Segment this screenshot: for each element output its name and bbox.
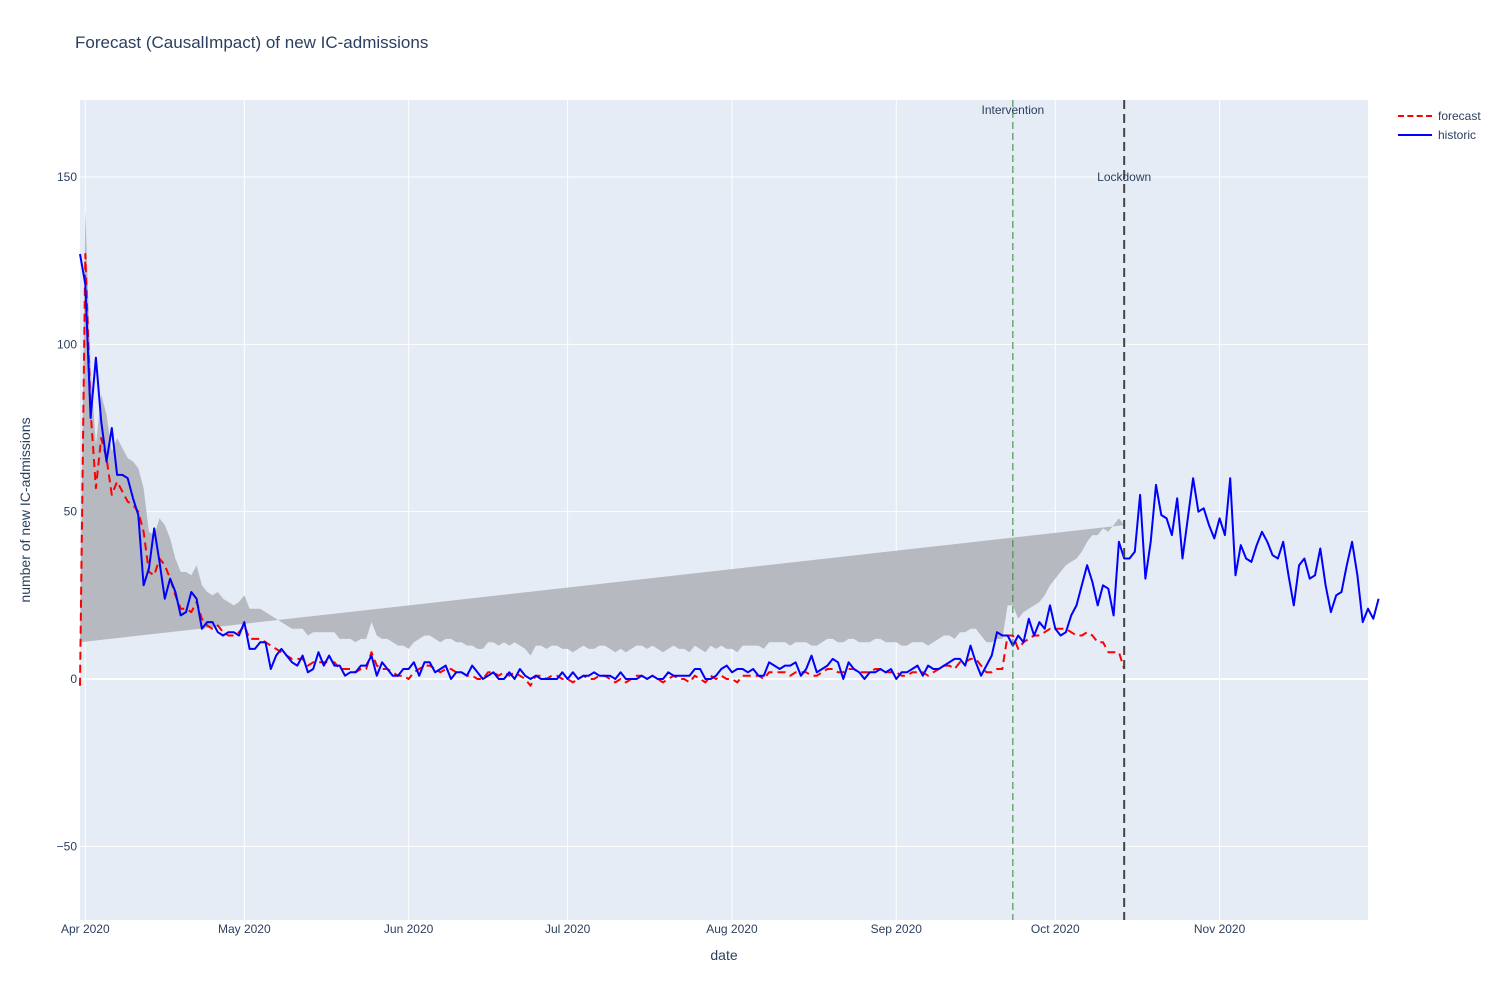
x-tick-label: Apr 2020 <box>61 922 110 936</box>
series-line-historic[interactable] <box>79 253 1380 680</box>
tick-labels: −50 0 50 100 150 Apr 2020 May 2020 Jun 2020 Jul … <box>57 170 1246 936</box>
x-tick-label: Sep 2020 <box>871 922 923 936</box>
annotation-layer: Intervention Lockdown <box>982 100 1151 920</box>
chart-title: Forecast (CausalImpact) of new IC-admiss… <box>75 33 429 52</box>
x-tick-label: May 2020 <box>218 922 271 936</box>
y-tick-label: 50 <box>64 505 78 519</box>
series-line-forecast[interactable] <box>79 253 1126 687</box>
x-tick-label: Oct 2020 <box>1031 922 1080 936</box>
confidence-band-layer <box>80 210 1125 656</box>
x-tick-label: Aug 2020 <box>706 922 758 936</box>
x-tick-label: Nov 2020 <box>1194 922 1246 936</box>
annotation-label-intervention: Intervention <box>982 103 1045 117</box>
y-tick-label: 0 <box>70 672 77 686</box>
legend[interactable]: forecast historic <box>1398 106 1481 144</box>
legend-item-forecast[interactable]: forecast <box>1398 106 1481 125</box>
legend-swatch-historic <box>1398 133 1432 136</box>
x-axis-title: date <box>710 947 737 963</box>
legend-item-historic[interactable]: historic <box>1398 125 1481 144</box>
confidence-band <box>80 210 1125 656</box>
legend-swatch-forecast <box>1398 114 1432 117</box>
legend-label-forecast: forecast <box>1438 108 1481 123</box>
annotation-label-lockdown: Lockdown <box>1097 170 1151 184</box>
x-tick-label: Jun 2020 <box>384 922 434 936</box>
y-tick-label: 100 <box>57 337 77 351</box>
series-layer <box>79 253 1380 687</box>
y-tick-label: 150 <box>57 170 77 184</box>
y-tick-label: −50 <box>57 839 78 853</box>
x-tick-label: Jul 2020 <box>545 922 591 936</box>
y-axis-title: number of new IC-admissions <box>17 417 33 602</box>
legend-label-historic: historic <box>1438 127 1477 142</box>
